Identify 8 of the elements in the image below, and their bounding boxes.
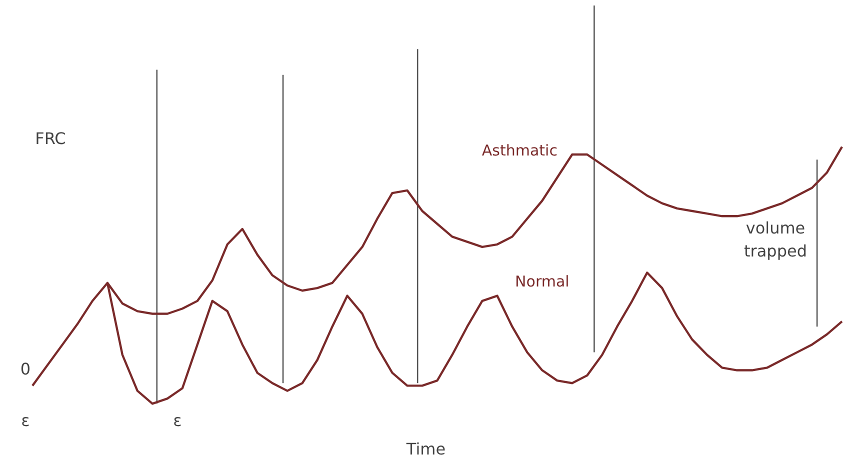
series-label: Normal [515, 272, 570, 291]
annotation: 0 [20, 360, 31, 378]
series-label: Asthmatic [482, 142, 558, 160]
annotation: volume trapped [744, 218, 807, 260]
x-axis-title: Time [405, 440, 446, 458]
annotation: FRC [35, 129, 66, 148]
text: ε [21, 411, 30, 430]
text: ε [173, 411, 182, 430]
